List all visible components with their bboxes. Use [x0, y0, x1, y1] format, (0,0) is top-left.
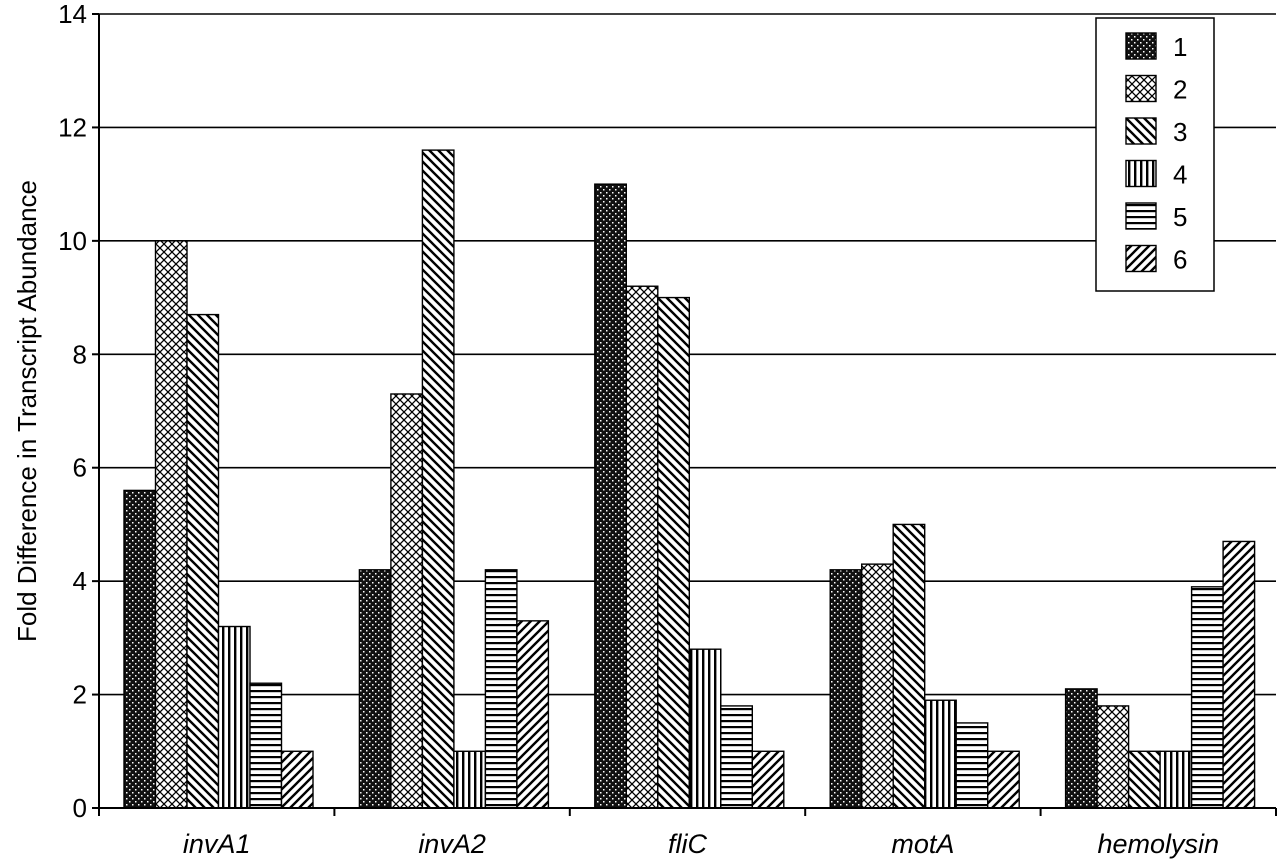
legend-item: 5	[1125, 202, 1187, 232]
y-axis-title: Fold Difference in Transcript Abundance	[12, 180, 42, 642]
bar-fliC-series-3	[657, 296, 690, 809]
bar-invA1-series-6	[280, 750, 314, 809]
bar-hemolysin-series-1	[1064, 688, 1098, 809]
category-label: invA2	[418, 829, 486, 859]
y-tick-label: 2	[73, 680, 87, 710]
bar-hemolysin-series-3	[1127, 750, 1161, 809]
bar-fliC-series-1	[594, 183, 627, 809]
bar-fliC-series-5	[720, 705, 753, 809]
y-tick-label: 10	[58, 226, 87, 256]
bar-invA2-series-3	[421, 149, 455, 809]
bar-hemolysin-series-5	[1190, 586, 1224, 809]
bar-motA-series-3	[892, 523, 926, 809]
bar-invA1-series-3	[186, 313, 220, 809]
legend: 1 2 3 4 5 6	[1095, 17, 1215, 292]
legend-swatch	[1125, 202, 1157, 230]
category-label: hemolysin	[1098, 829, 1220, 859]
bar-hemolysin-series-4	[1159, 750, 1193, 809]
legend-label: 2	[1173, 75, 1187, 105]
bar-invA2-series-4	[453, 750, 487, 809]
legend-item: 2	[1125, 74, 1187, 105]
legend-swatch	[1125, 74, 1157, 103]
bar-invA1-series-4	[217, 625, 251, 809]
y-tick-label: 12	[58, 112, 87, 142]
bar-invA2-series-5	[484, 569, 518, 809]
legend-label: 6	[1173, 245, 1187, 275]
legend-item: 3	[1125, 117, 1187, 147]
bar-motA-series-4	[924, 699, 957, 809]
bar-motA-series-5	[955, 722, 989, 809]
category-label: invA1	[183, 829, 251, 859]
legend-label: 3	[1173, 117, 1187, 147]
bar-fliC-series-4	[688, 648, 722, 809]
legend-item: 1	[1125, 32, 1187, 62]
bar-invA2-series-1	[358, 569, 392, 809]
legend-item: 4	[1125, 159, 1187, 190]
category-labels: invA1 invA2 fliC motA hemolysin	[183, 829, 1219, 859]
y-tick-label: 4	[73, 566, 87, 596]
legend-label: 5	[1173, 202, 1187, 232]
bar-invA1-series-2	[154, 240, 188, 809]
bar-invA2-series-2	[390, 393, 424, 809]
y-tick-label: 8	[73, 339, 87, 369]
legend-swatch	[1125, 32, 1157, 60]
y-tick-label: 6	[73, 453, 87, 483]
bar-motA-series-6	[987, 750, 1020, 809]
legend-swatch	[1125, 244, 1157, 273]
legend-item: 6	[1125, 244, 1187, 275]
bar-fliC-series-6	[751, 750, 785, 809]
bar-motA-series-1	[829, 569, 863, 809]
legend-label: 1	[1173, 32, 1187, 62]
legend-swatch	[1125, 117, 1157, 145]
y-tick-label: 14	[58, 0, 87, 29]
y-tick-label: 0	[73, 793, 87, 823]
bar-hemolysin-series-6	[1222, 540, 1256, 809]
bar-hemolysin-series-2	[1096, 705, 1130, 809]
y-tick-labels: 0 2 4 6 8 10 12 14	[58, 0, 87, 823]
category-label: fliC	[668, 829, 707, 859]
bar-invA1-series-1	[123, 489, 157, 809]
bar-invA1-series-5	[249, 682, 283, 809]
category-label: motA	[891, 829, 954, 859]
legend-swatch	[1125, 159, 1157, 188]
bar-fliC-series-2	[625, 285, 659, 809]
bars	[123, 149, 1256, 809]
bar-motA-series-2	[861, 563, 894, 809]
legend-label: 4	[1173, 160, 1187, 190]
bar-invA2-series-6	[516, 620, 550, 809]
axes	[98, 14, 1276, 809]
